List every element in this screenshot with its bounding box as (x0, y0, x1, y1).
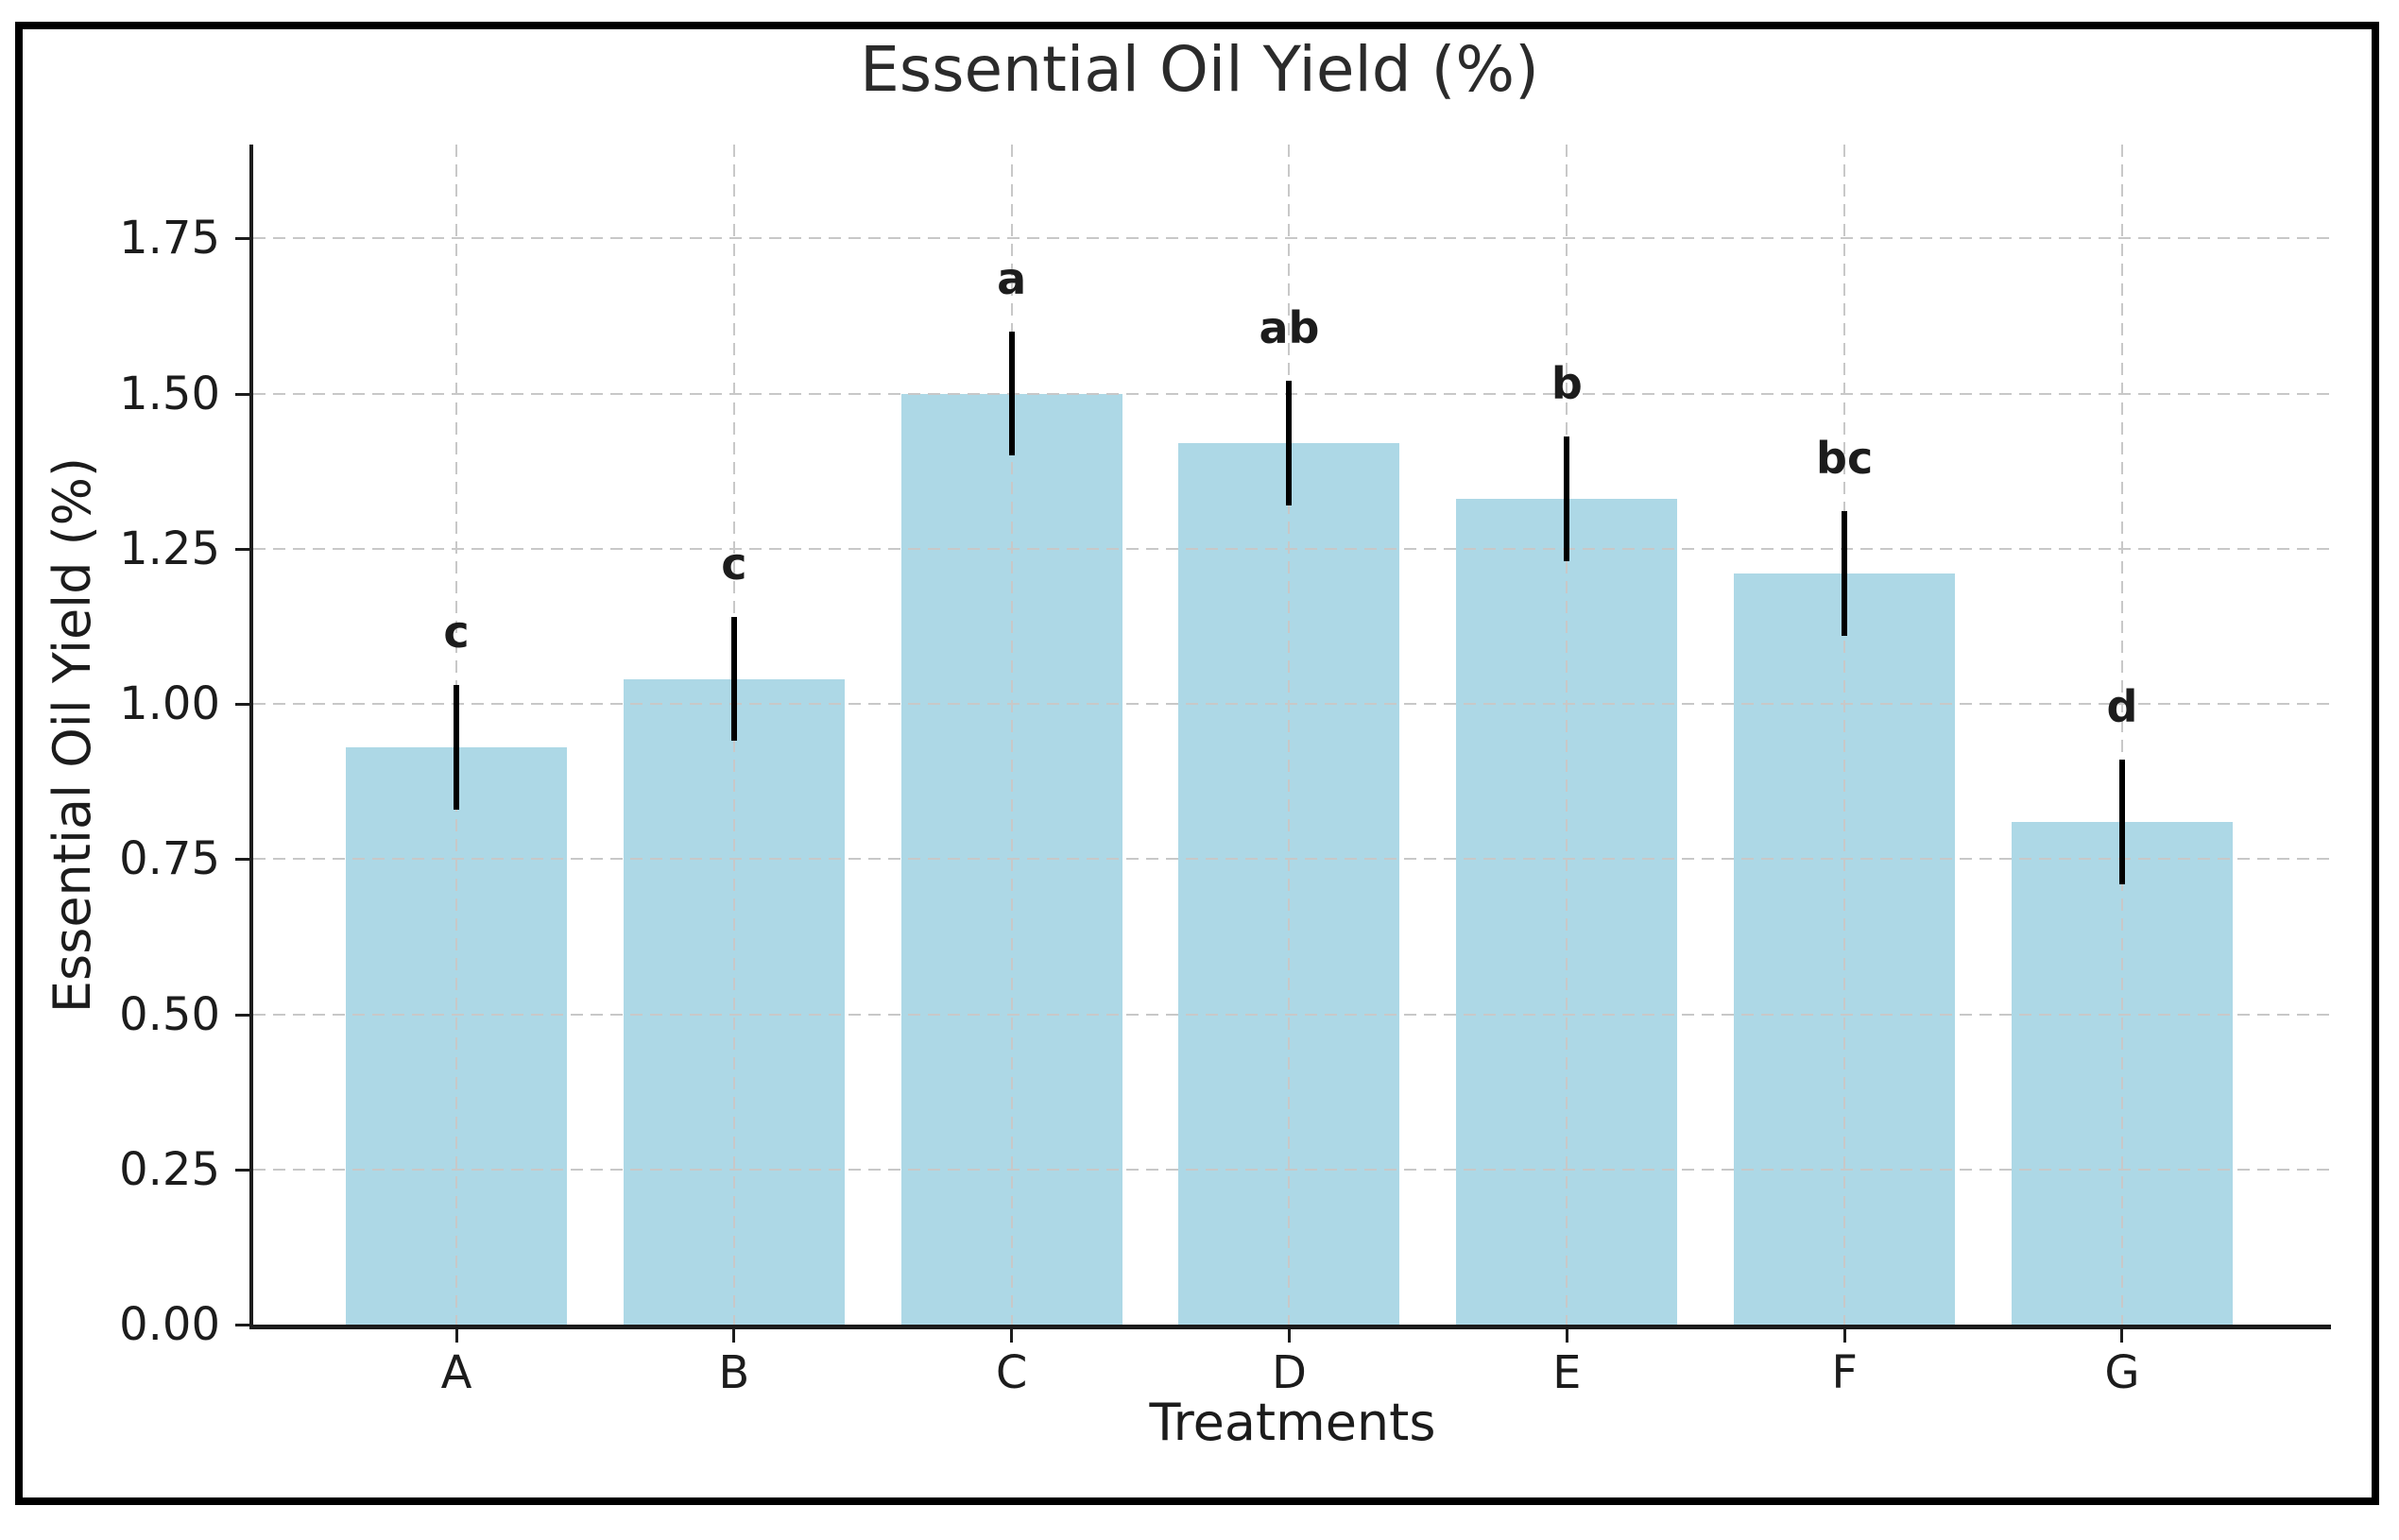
error-bar-E (1564, 436, 1570, 561)
gridline-x-E (1566, 145, 1568, 1325)
chart-title: Essential Oil Yield (%) (860, 33, 1539, 106)
y-tick-1.75 (235, 237, 249, 241)
x-tick-label-G: G (2104, 1346, 2140, 1399)
error-bar-C (1008, 331, 1015, 456)
x-tick-E (1565, 1328, 1568, 1343)
y-tick-label-1.25: 1.25 (119, 522, 220, 575)
gridline-x-C (1010, 145, 1013, 1325)
gridline-y-0.5 (253, 1013, 2331, 1016)
error-bar-B (730, 617, 737, 742)
gridline-y-0.75 (253, 858, 2331, 861)
x-tick-A (454, 1328, 458, 1343)
x-tick-label-B: B (718, 1346, 750, 1399)
y-tick-label-1.00: 1.00 (119, 677, 220, 730)
sig-letter-B: c (721, 539, 747, 590)
y-tick-0.50 (235, 1013, 249, 1017)
sig-letter-G: d (2106, 681, 2138, 733)
sig-letter-D: ab (1259, 302, 1320, 354)
y-axis-label: Essential Oil Yield (%) (43, 456, 102, 1014)
gridline-y-1.25 (253, 547, 2331, 550)
x-tick-label-A: A (440, 1346, 472, 1399)
gridline-y-1.5 (253, 392, 2331, 395)
gridline-y-1.75 (253, 237, 2331, 240)
y-tick-1.25 (235, 547, 249, 551)
y-tick-1.50 (235, 392, 249, 396)
error-bar-F (1842, 511, 1848, 636)
x-axis-label: Treatments (1149, 1393, 1436, 1452)
y-tick-label-1.75: 1.75 (119, 212, 220, 265)
y-tick-label-0.75: 0.75 (119, 832, 220, 886)
x-axis-spine (249, 1325, 2331, 1329)
sig-letter-C: a (997, 252, 1027, 304)
y-tick-label-1.50: 1.50 (119, 367, 220, 420)
y-tick-label-0.00: 0.00 (119, 1298, 220, 1351)
y-tick-0.00 (235, 1324, 249, 1326)
y-tick-label-0.50: 0.50 (119, 987, 220, 1041)
error-bar-A (454, 685, 459, 810)
error-bar-G (2118, 760, 2125, 884)
gridline-x-G (2120, 145, 2123, 1325)
gridline-x-D (1288, 145, 1291, 1325)
sig-letter-E: b (1551, 358, 1583, 410)
x-tick-G (2120, 1328, 2124, 1343)
x-tick-F (1842, 1328, 1846, 1343)
x-tick-label-C: C (995, 1346, 1028, 1399)
x-tick-label-D: D (1272, 1346, 1307, 1399)
sig-letter-F: bc (1816, 433, 1874, 485)
y-tick-0.75 (235, 858, 249, 862)
x-tick-C (1010, 1328, 1014, 1343)
x-tick-label-F: F (1831, 1346, 1858, 1399)
gridline-y-0.25 (253, 1168, 2331, 1171)
x-tick-label-E: E (1552, 1346, 1582, 1399)
x-tick-D (1287, 1328, 1291, 1343)
y-tick-label-0.25: 0.25 (119, 1142, 220, 1196)
y-axis-spine (249, 145, 253, 1328)
sig-letter-A: c (443, 607, 470, 659)
y-tick-1.00 (235, 703, 249, 706)
error-bar-D (1286, 381, 1293, 505)
gridline-y-1 (253, 703, 2331, 705)
y-tick-0.25 (235, 1168, 249, 1172)
gridline-x-F (1843, 145, 1846, 1325)
x-tick-B (732, 1328, 736, 1343)
